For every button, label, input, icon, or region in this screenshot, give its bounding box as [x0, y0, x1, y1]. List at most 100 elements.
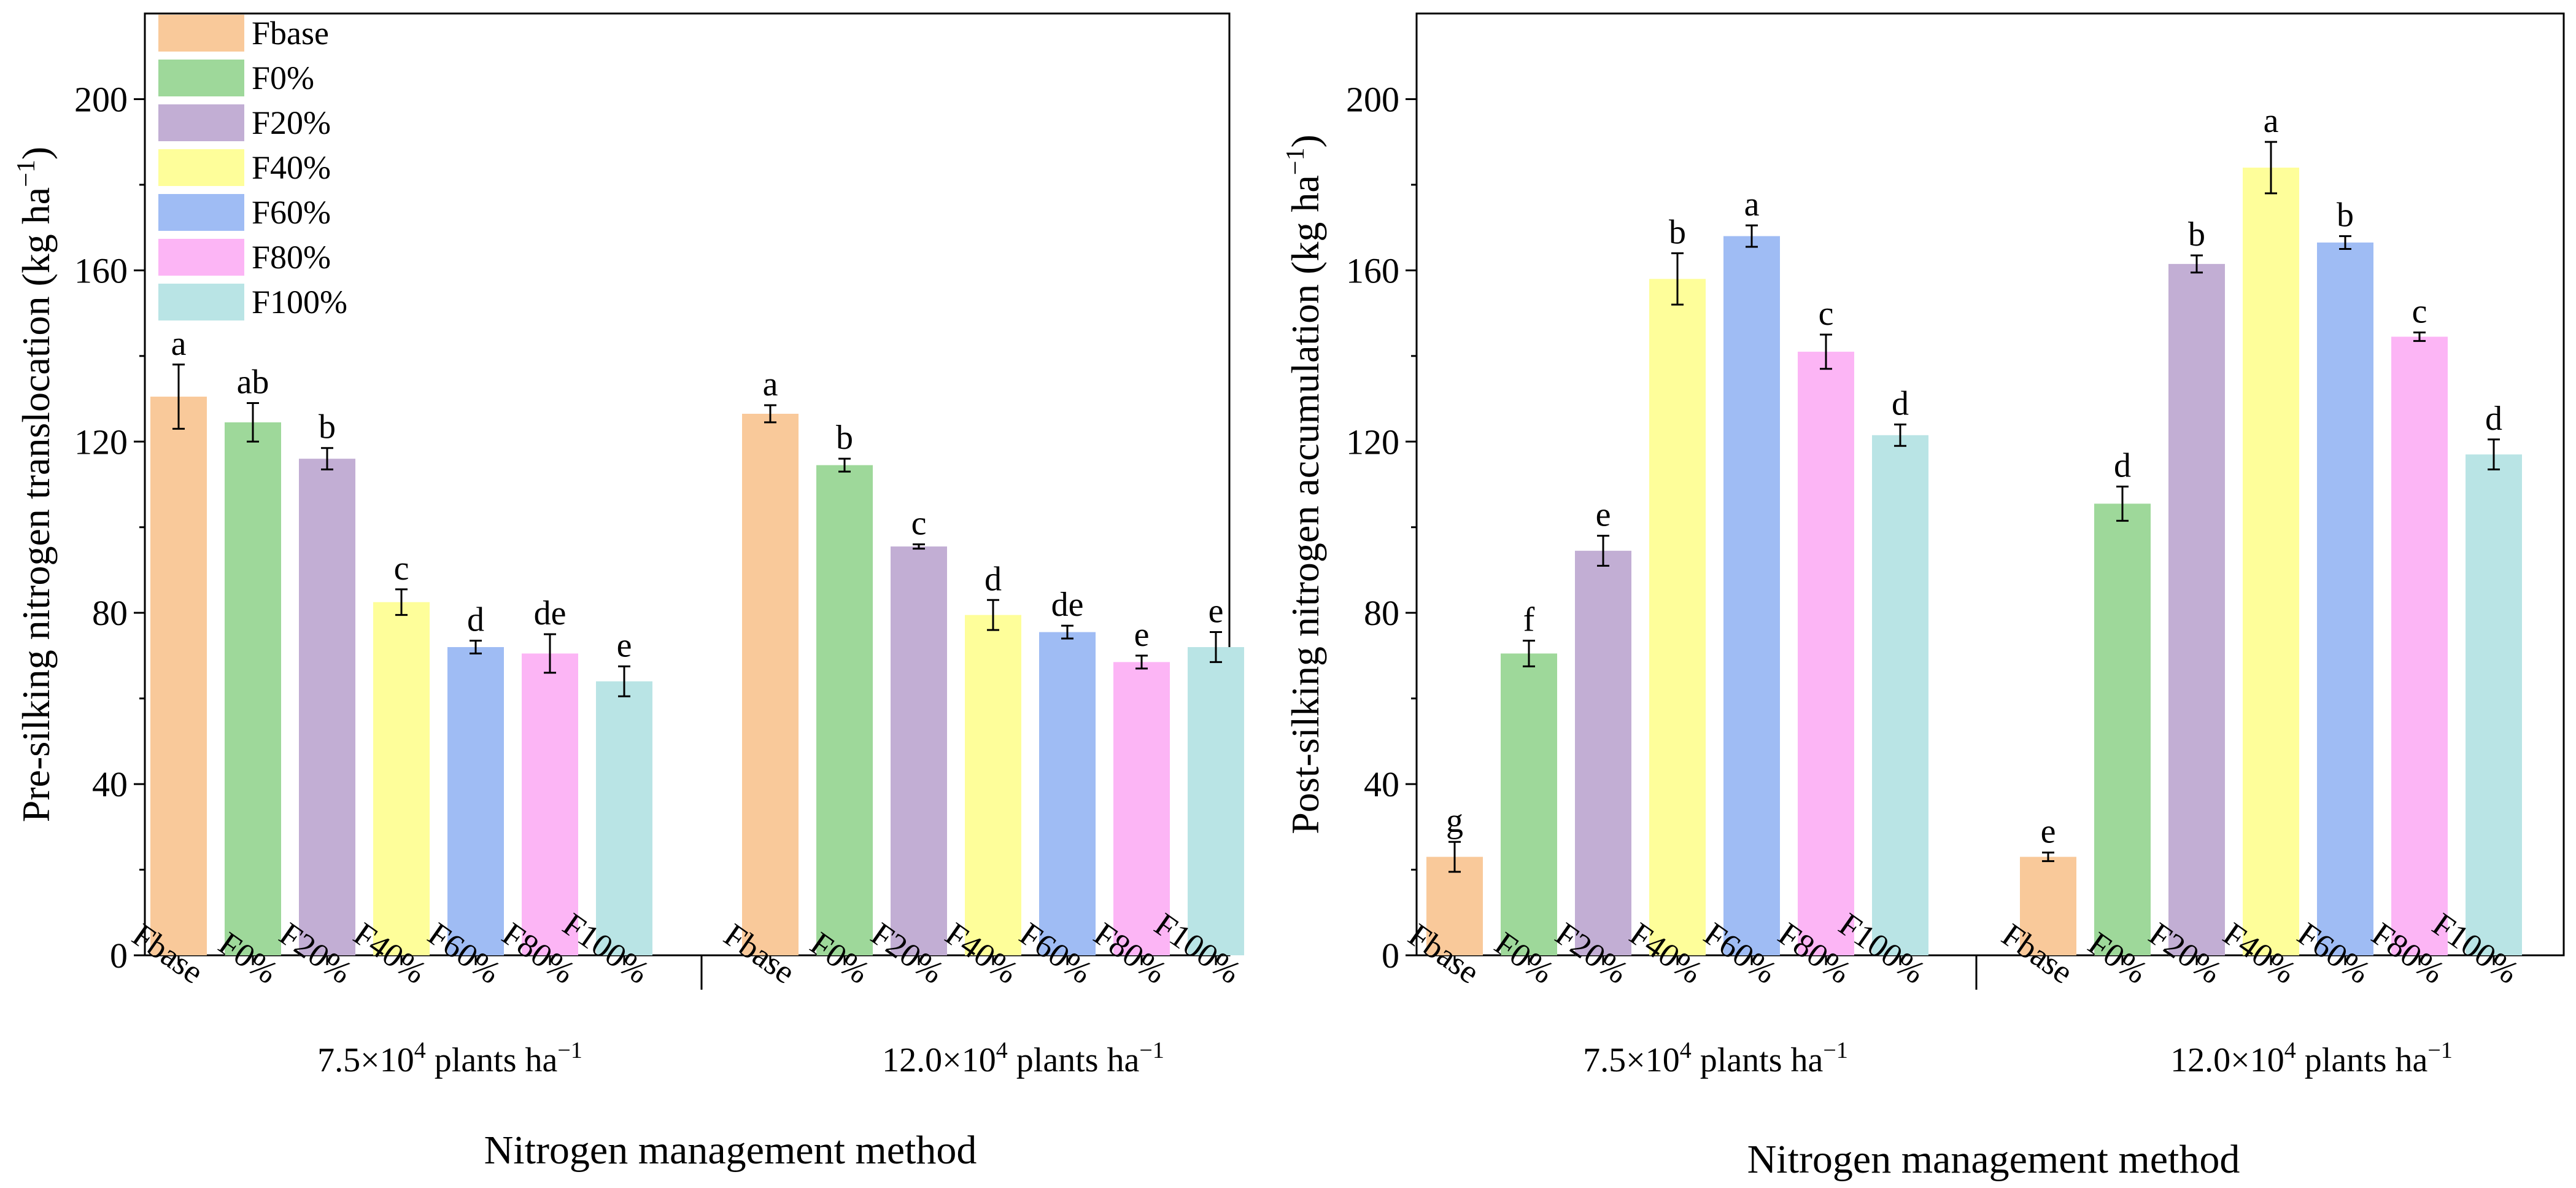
- bar: [1039, 632, 1096, 955]
- bar: [2168, 263, 2225, 955]
- significance-letter: a: [1744, 185, 1760, 223]
- group-label-text: plants ha: [426, 1041, 558, 1079]
- bar: [299, 459, 355, 955]
- group-label-text: plants ha: [1008, 1041, 1140, 1079]
- group-label-text: 7.5×10: [1583, 1041, 1680, 1079]
- group-label-text: plants ha: [2296, 1041, 2428, 1079]
- significance-letter: b: [1669, 213, 1686, 251]
- bar: [447, 646, 504, 955]
- significance-letter: b: [319, 408, 336, 446]
- significance-letter: g: [1446, 802, 1463, 840]
- bar: [2020, 856, 2076, 955]
- significance-letter: ab: [237, 363, 269, 402]
- bar: [891, 546, 947, 955]
- plot-frame: [1415, 12, 2565, 957]
- significance-letter: d: [1892, 384, 1909, 422]
- legend-swatch: [158, 284, 244, 320]
- significance-letter: e: [2041, 813, 2056, 851]
- bar: [1501, 653, 1557, 955]
- y-tick-label: 80: [1364, 593, 1399, 633]
- significance-letter: f: [1523, 601, 1535, 639]
- bar: [965, 615, 1021, 955]
- bar: [1188, 646, 1244, 955]
- significance-letter: d: [2114, 446, 2131, 484]
- legend-label: F80%: [252, 239, 331, 276]
- y-tick-label: 120: [74, 422, 128, 462]
- significance-letter: b: [2337, 196, 2354, 235]
- y-tick-label: 0: [1382, 936, 1399, 976]
- group-label-sup: 4: [1680, 1038, 1692, 1063]
- bar: [1575, 551, 1631, 955]
- bar: [2094, 503, 2151, 955]
- significance-letter: de: [534, 594, 567, 632]
- y-tick-label: 200: [74, 79, 128, 119]
- significance-letter: c: [911, 505, 927, 543]
- group-label-sup: −1: [1139, 1038, 1164, 1063]
- group-label-sup: −1: [1823, 1038, 1847, 1063]
- significance-letter: b: [2188, 215, 2205, 254]
- y-tick-label: 160: [74, 250, 128, 290]
- legend-swatch: [158, 15, 244, 52]
- group-label-text: 12.0×10: [2170, 1041, 2284, 1079]
- y-tick-label: 40: [1364, 764, 1399, 804]
- panel-pre-silking: 0 40 80 120 160 200 Pre-silking nitrogen trans…: [12, 12, 1248, 1173]
- bar: [816, 465, 873, 955]
- panel-post-silking: 0 40 80 120 160 200 Post-silking nitrogen accu…: [1282, 12, 2565, 1182]
- y-tick-label: 80: [92, 593, 128, 633]
- significance-letter: d: [2485, 400, 2502, 438]
- group-label-text: 7.5×10: [317, 1041, 414, 1079]
- bar: [1649, 279, 1706, 955]
- significance-letter: c: [2412, 292, 2427, 330]
- significance-letter: a: [2264, 102, 2279, 140]
- legend-label: F60%: [252, 194, 331, 231]
- bar: [2243, 168, 2299, 955]
- significance-letter: c: [1819, 295, 1834, 333]
- x-axis-title: Nitrogen management method: [484, 1128, 977, 1173]
- plot-frame: [144, 12, 1231, 957]
- bar: [1723, 236, 1780, 956]
- y-axis-title-close: ): [14, 147, 58, 160]
- bar: [596, 681, 652, 955]
- legend: Fbase F0% F20% F40% F60% F80% F100%: [158, 15, 347, 320]
- y-tick-label: 40: [92, 764, 128, 804]
- y-axis-title: Pre-silking nitrogen translocation (kg h…: [12, 147, 58, 822]
- bar: [1113, 662, 1170, 955]
- y-axis-title-sup: −1: [1282, 148, 1310, 176]
- legend-swatch: [158, 104, 244, 141]
- bar: [1798, 351, 1854, 955]
- legend-label: F100%: [252, 284, 347, 320]
- group-label: 7.5×104 plants ha−1: [1583, 1038, 1848, 1079]
- group-label-sup: 4: [2284, 1038, 2296, 1063]
- legend-label: Fbase: [252, 15, 329, 52]
- y-axis-title: Post-silking nitrogen accumulation (kg h…: [1282, 134, 1327, 834]
- group-label-sup: 4: [996, 1038, 1008, 1063]
- group-label-sup: −1: [2427, 1038, 2452, 1063]
- bar: [2317, 243, 2373, 956]
- y-tick-label: 200: [1346, 79, 1399, 119]
- y-axis-title-sup: −1: [12, 160, 41, 187]
- group-label-sup: −1: [557, 1038, 582, 1063]
- legend-swatch: [158, 60, 244, 96]
- y-axis-title-close: ): [1283, 134, 1327, 147]
- y-axis-title-text: Pre-silking nitrogen translocation (kg h…: [14, 187, 58, 822]
- y-tick-label: 120: [1346, 422, 1399, 462]
- bar: [1426, 856, 1483, 955]
- bar: [150, 397, 207, 955]
- group-label-sup: 4: [414, 1038, 426, 1063]
- y-axis-title-text: Post-silking nitrogen accumulation (kg h…: [1283, 175, 1327, 834]
- group-label: 12.0×104 plants ha−1: [882, 1038, 1164, 1079]
- group-label: 12.0×104 plants ha−1: [2170, 1038, 2453, 1079]
- bar: [373, 602, 430, 955]
- significance-letter: d: [467, 601, 484, 639]
- significance-letter: c: [394, 549, 409, 588]
- legend-label: F0%: [252, 60, 314, 96]
- legend-label: F40%: [252, 149, 331, 186]
- y-tick-label: 160: [1346, 250, 1399, 290]
- significance-letter: e: [1596, 496, 1611, 534]
- significance-letter: a: [763, 365, 778, 403]
- legend-swatch: [158, 149, 244, 186]
- bar: [2391, 336, 2448, 955]
- bar: [2466, 454, 2522, 955]
- group-label-text: plants ha: [1692, 1041, 1824, 1079]
